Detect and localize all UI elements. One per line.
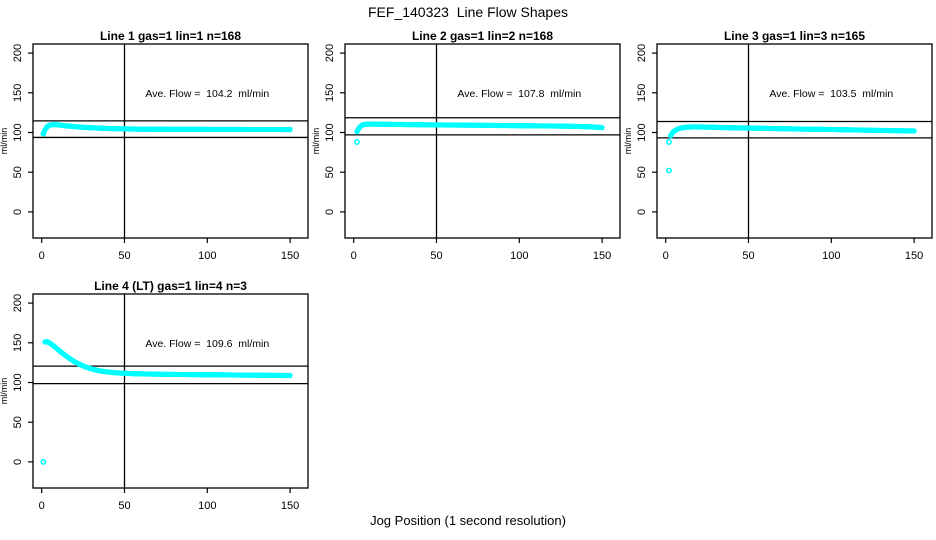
y-axis: 0 50 100 150 200 <box>12 294 33 465</box>
subplot-line-3: Line 3 gas=1 lin=3 n=165 0 50 100 150 0 50 100… <box>624 28 936 290</box>
y-tick-label: 100 <box>12 373 24 391</box>
plot-box <box>32 293 309 489</box>
x-tick-label: 100 <box>198 250 216 262</box>
subplot-plot-line-2: 0 50 100 150 0 50 100 150 200 ml/min Ave. Flow = 1… <box>312 43 621 262</box>
x-tick-label: 50 <box>742 250 754 262</box>
y-tick-label: 150 <box>12 84 24 102</box>
x-tick-label: 0 <box>663 250 669 262</box>
y-tick-label: 150 <box>636 84 648 102</box>
x-tick-label: 100 <box>822 250 840 262</box>
x-tick-label: 150 <box>281 250 299 262</box>
flow-outlier-point <box>40 130 47 137</box>
ave-flow-annotation: Ave. Flow = 107.8 ml/min <box>457 88 581 100</box>
flow-point <box>287 372 293 379</box>
y-tick-label: 50 <box>636 166 648 178</box>
flow-data-points <box>354 121 605 145</box>
x-axis: 0 50 100 150 <box>663 238 923 262</box>
x-tick-label: 0 <box>39 250 45 262</box>
subplot-line-1: Line 1 gas=1 lin=1 n=168 0 50 100 150 0 50 100… <box>0 28 312 290</box>
flow-outlier-point <box>354 139 360 145</box>
y-tick-label: 150 <box>12 334 24 352</box>
ave-flow-annotation: Ave. Flow = 103.5 ml/min <box>769 88 893 100</box>
plot-box <box>32 43 309 239</box>
flow-outlier-point <box>40 458 47 465</box>
y-axis-label: ml/min <box>0 128 9 155</box>
flow-outlier-point <box>666 167 672 174</box>
y-tick-label: 200 <box>12 294 24 312</box>
x-axis: 0 50 100 150 <box>39 238 299 262</box>
flow-data-points <box>40 121 293 137</box>
figure-title: FEF_140323 Line Flow Shapes <box>367 4 568 20</box>
y-tick-label: 150 <box>324 84 336 102</box>
y-tick-label: 200 <box>324 44 336 62</box>
plot-box <box>344 43 621 239</box>
x-tick-label: 50 <box>118 500 130 512</box>
y-tick-label: 100 <box>12 123 24 141</box>
y-tick-label: 50 <box>12 416 24 428</box>
flow-point <box>911 128 917 134</box>
y-tick-label: 50 <box>12 166 24 178</box>
subplot-line-4: Line 4 (LT) gas=1 lin=4 n=3 0 50 100 150 0 50… <box>0 278 312 540</box>
flow-data-points <box>666 124 917 174</box>
x-tick-label: 150 <box>905 250 923 262</box>
x-tick-label: 150 <box>593 250 611 262</box>
subplot-plot-line-4: 0 50 100 150 0 50 100 150 200 ml/min Ave. Flow = 1… <box>0 293 309 512</box>
x-tick-label: 0 <box>351 250 357 262</box>
flow-outlier-point <box>666 139 672 145</box>
y-axis-label: ml/min <box>0 378 9 405</box>
flow-point <box>287 126 293 133</box>
x-tick-label: 50 <box>118 250 130 262</box>
x-tick-label: 100 <box>510 250 528 262</box>
y-tick-label: 0 <box>12 459 24 465</box>
y-tick-label: 0 <box>636 209 648 215</box>
flow-data-points <box>40 338 293 465</box>
x-tick-label: 50 <box>430 250 442 262</box>
subplot-title-line-2: Line 2 gas=1 lin=2 n=168 <box>411 29 554 43</box>
figure-x-axis-label: Jog Position (1 second resolution) <box>370 513 566 528</box>
flow-point <box>599 124 605 131</box>
x-tick-label: 100 <box>198 500 216 512</box>
reference-lines <box>33 44 308 238</box>
ave-flow-annotation: Ave. Flow = 104.2 ml/min <box>145 88 269 100</box>
subplot-title-line-3: Line 3 gas=1 lin=3 n=165 <box>723 29 866 43</box>
y-tick-label: 0 <box>324 209 336 215</box>
x-tick-label: 0 <box>39 500 45 512</box>
subplot-title-line-1: Line 1 gas=1 lin=1 n=168 <box>99 29 242 43</box>
y-axis: 0 50 100 150 200 <box>12 44 33 215</box>
reference-lines <box>657 44 932 238</box>
y-axis: 0 50 100 150 200 <box>324 44 345 215</box>
y-axis-label: ml/min <box>624 128 633 155</box>
y-tick-label: 0 <box>12 209 24 215</box>
plot-box <box>656 43 933 239</box>
y-tick-label: 200 <box>636 44 648 62</box>
ave-flow-annotation: Ave. Flow = 109.6 ml/min <box>145 338 269 350</box>
y-tick-label: 100 <box>324 123 336 141</box>
y-tick-label: 100 <box>636 123 648 141</box>
x-tick-label: 150 <box>281 500 299 512</box>
y-tick-label: 200 <box>12 44 24 62</box>
y-tick-label: 50 <box>324 166 336 178</box>
reference-lines <box>345 44 620 238</box>
subplot-line-2: Line 2 gas=1 lin=2 n=168 0 50 100 150 0 50 100… <box>312 28 624 290</box>
x-axis: 0 50 100 150 <box>39 488 299 512</box>
subplot-plot-line-1: 0 50 100 150 0 50 100 150 200 ml/min Ave. Flow = 1… <box>0 43 309 262</box>
y-axis: 0 50 100 150 200 <box>636 44 657 215</box>
subplot-title-line-4: Line 4 (LT) gas=1 lin=4 n=3 <box>94 279 247 293</box>
subplot-plot-line-3: 0 50 100 150 0 50 100 150 200 ml/min Ave. Flow = 1… <box>624 43 933 262</box>
x-axis: 0 50 100 150 <box>351 238 611 262</box>
y-axis-label: ml/min <box>312 128 321 155</box>
reference-lines <box>33 294 308 488</box>
